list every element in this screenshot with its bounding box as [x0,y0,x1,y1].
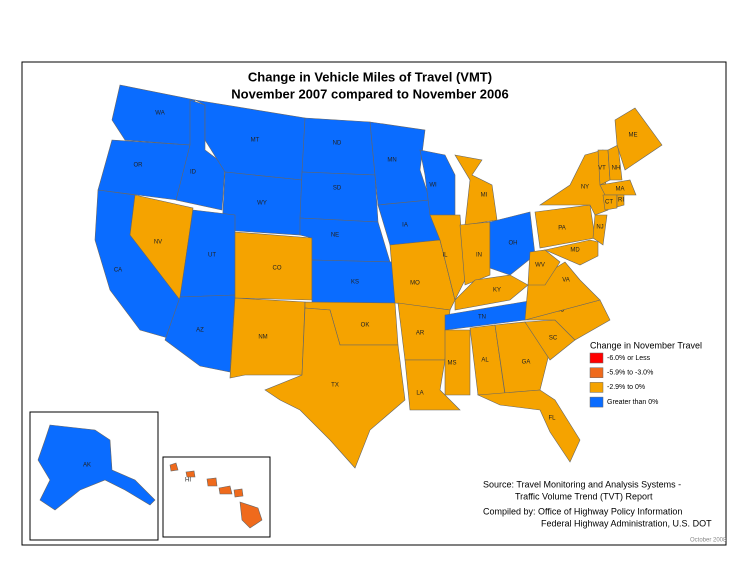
state-label: MI [481,193,488,199]
state [233,488,244,498]
state-label: TX [331,383,339,389]
state-label: KY [493,288,501,294]
state-label: IA [402,223,408,229]
state-label: WV [535,263,545,269]
state-label: MS [448,361,457,367]
state [264,307,406,469]
state [111,84,196,146]
state-label: AZ [196,328,204,334]
state [614,107,663,171]
state [476,389,581,463]
state-label: UT [208,253,216,259]
state [206,477,218,487]
state-label: MN [387,158,396,164]
legend-swatch [589,367,604,378]
alaska-inset [29,411,159,541]
state-label: NV [154,240,162,246]
state-label: OH [509,241,518,247]
state [616,194,625,208]
state-label: IN [476,253,482,259]
title: November 2007 compared to November 2006 [231,86,508,101]
state-label: MO [410,281,420,287]
state-label: NJ [596,225,603,231]
state [299,217,391,263]
state-label: WA [155,111,164,117]
state [607,144,623,181]
state-label: AR [416,331,425,337]
state-label: IL [442,253,448,259]
state-label: LA [416,391,423,397]
state-label: SD [333,186,342,192]
state-label: WI [429,183,437,189]
state-label: AL [481,358,489,364]
legend-label: -5.9% to -3.0% [607,370,653,377]
state [454,154,498,226]
state [164,294,236,373]
state [169,462,179,472]
state-label: GA [522,360,531,366]
state [239,501,263,529]
state [544,239,599,266]
state-label: RI [618,198,624,204]
state [444,329,471,396]
state-label: ME [629,133,638,139]
state-label: TN [478,315,486,321]
state-label: CO [273,266,282,272]
source: Source: Travel Monitoring and Analysis S… [483,479,681,489]
state [389,239,456,311]
legend-label: Greater than 0% [607,399,658,406]
state-label: VT [598,166,606,172]
legend-swatch [589,352,604,364]
legend-swatch [589,382,604,393]
state [599,179,637,196]
state-label: NH [612,166,621,172]
state-label: CT [605,200,613,206]
state-label: AK [83,463,91,469]
state-label: MA [616,187,625,193]
title: Change in Vehicle Miles of Travel (VMT) [248,69,492,84]
source: Traffic Volume Trend (TVT) Report [515,491,653,501]
state [489,211,536,276]
state [602,194,618,211]
legend-swatch [589,396,604,408]
state [97,139,191,201]
state [527,249,561,286]
state-label: VA [562,278,570,284]
state-label: NE [331,233,339,239]
state-label: KS [351,280,359,286]
state [369,121,431,206]
state [299,171,379,223]
state [229,297,306,379]
legend-label: -2.9% to 0% [607,384,645,391]
state-label: HI [185,478,191,484]
state [429,214,466,301]
state [459,221,491,286]
state-label: OK [361,323,370,329]
state-label: WY [257,201,267,207]
state-label: NY [581,185,589,191]
state [404,359,461,411]
state [592,214,608,246]
compiled: Federal Highway Administration, U.S. DOT [541,518,712,528]
state-label: FL [548,416,556,422]
legend-title: Change in November Travel [590,340,702,350]
state-label: PA [558,226,566,232]
compiled: Compiled by: Office of Highway Policy In… [483,506,682,516]
state [37,424,156,511]
legend-label: -6.0% or Less [607,355,651,362]
state-label: MD [570,248,580,254]
state [185,470,196,478]
state [494,321,551,394]
hawaii-inset [162,456,271,538]
state-label: CA [114,268,122,274]
state [218,485,233,495]
state-label: OR [134,163,144,169]
footnote: October 2008 [690,538,727,544]
state-label: SC [549,336,558,342]
state-label: MT [251,138,260,144]
state-label: NM [258,335,267,341]
state-label: ND [333,141,342,147]
state-label: ID [190,170,197,176]
